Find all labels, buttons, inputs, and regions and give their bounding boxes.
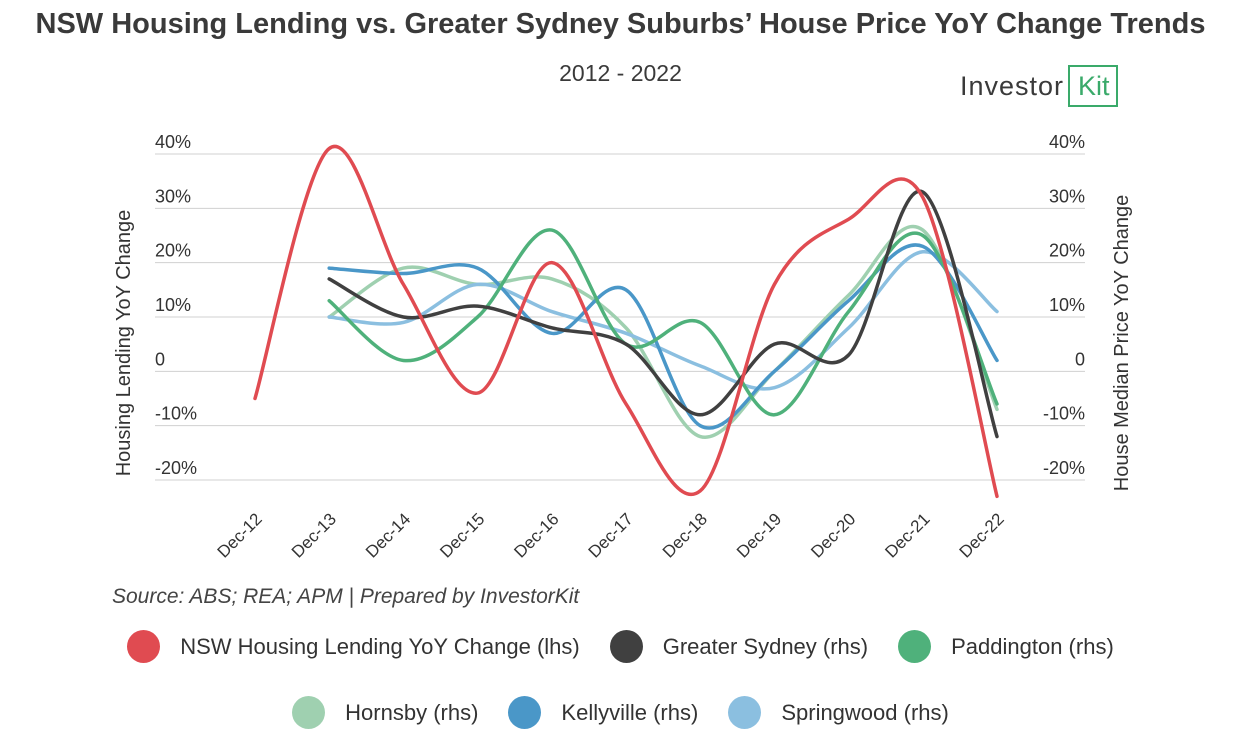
y-tick-label-left: 30%	[155, 186, 191, 206]
investorkit-logo: Investor Kit	[960, 64, 1118, 108]
legend-swatch	[609, 630, 643, 663]
x-tick-label: Dec-18	[659, 509, 711, 561]
x-tick-label: Dec-22	[956, 509, 1008, 561]
legend-item[interactable]: Paddington (rhs)	[898, 630, 1114, 663]
y-axis-label-right: House Median Price YoY Change	[1111, 195, 1133, 492]
legend-label: Hornsby (rhs)	[345, 699, 479, 725]
legend-swatch	[728, 696, 762, 729]
y-tick-label-right: -10%	[1043, 404, 1085, 424]
x-tick-label: Dec-15	[436, 509, 488, 561]
legend-swatch	[127, 630, 161, 663]
y-tick-label-right: 0	[1075, 349, 1085, 369]
y-tick-label-right: 20%	[1049, 241, 1085, 261]
logo-box-text: Kit	[1068, 65, 1118, 107]
legend-item[interactable]: Hornsby (rhs)	[292, 696, 478, 729]
x-tick-label: Dec-19	[733, 509, 785, 561]
legend-item[interactable]: NSW Housing Lending YoY Change (lhs)	[127, 630, 580, 663]
chart-title: NSW Housing Lending vs. Greater Sydney S…	[35, 8, 1206, 40]
series-line-springwood-rhs	[327, 250, 999, 391]
axis-ticks: 40% 40% 30% 30% 20% 20% 10% 10% 0 0 -10% -10% -20% -2…	[155, 132, 1085, 562]
x-tick-label: Dec-20	[807, 509, 859, 561]
series-line-kellyville-rhs	[327, 243, 999, 430]
series-line-paddington-rhs	[327, 228, 999, 417]
legend-swatch	[292, 696, 326, 729]
grid-lines	[155, 153, 1085, 481]
legend-item[interactable]: Greater Sydney (rhs)	[609, 630, 869, 663]
legend-item[interactable]: Springwood (rhs)	[728, 696, 949, 729]
series-lines	[253, 144, 999, 499]
legend-swatch	[508, 696, 542, 729]
legend-label: Paddington (rhs)	[951, 633, 1114, 659]
x-tick-label: Dec-13	[288, 509, 340, 561]
legend-label: Greater Sydney (rhs)	[662, 633, 869, 659]
legend-row-2: Hornsby (rhs) Kellyville (rhs) Springwood …	[0, 696, 1241, 729]
chart-subtitle: 2012 - 2022	[559, 60, 682, 86]
y-tick-label-left: -10%	[155, 404, 197, 424]
legend-label: NSW Housing Lending YoY Change (lhs)	[180, 633, 580, 659]
y-axis-label-left: Housing Lending YoY Change	[113, 210, 135, 477]
logo-text: Investor	[960, 70, 1065, 101]
y-tick-label-left: 20%	[155, 241, 191, 261]
line-chart: 40% 40% 30% 30% 20% 20% 10% 10% 0 0 -10% -10% -20% -2…	[113, 132, 1133, 562]
y-tick-label-left: 40%	[155, 132, 191, 152]
legend-label: Springwood (rhs)	[781, 699, 949, 725]
legend-swatch	[898, 630, 932, 663]
x-tick-label: Dec-12	[214, 509, 266, 561]
y-tick-label-right: 10%	[1049, 295, 1085, 315]
y-tick-label-right: 40%	[1049, 132, 1085, 152]
x-tick-label: Dec-14	[362, 509, 414, 561]
series-line-nsw-housing-lending-yoy-change-lhs	[253, 144, 999, 499]
x-tick-label: Dec-21	[881, 509, 933, 561]
y-tick-label-right: 30%	[1049, 186, 1085, 206]
x-tick-label: Dec-16	[510, 509, 562, 561]
source-note: Source: ABS; REA; APM | Prepared by Inve…	[112, 585, 580, 608]
y-tick-label-left: -20%	[155, 458, 197, 478]
legend-item[interactable]: Kellyville (rhs)	[508, 696, 698, 729]
series-line-hornsby-rhs	[327, 224, 999, 439]
y-tick-label-left: 10%	[155, 295, 191, 315]
legend-label: Kellyville (rhs)	[561, 699, 699, 725]
y-tick-label-right: -20%	[1043, 458, 1085, 478]
legend-row-1: NSW Housing Lending YoY Change (lhs) Grea…	[0, 630, 1241, 663]
series-line-greater-sydney-rhs	[327, 189, 999, 439]
y-tick-label-left: 0	[155, 349, 165, 369]
x-tick-label: Dec-17	[585, 509, 637, 561]
